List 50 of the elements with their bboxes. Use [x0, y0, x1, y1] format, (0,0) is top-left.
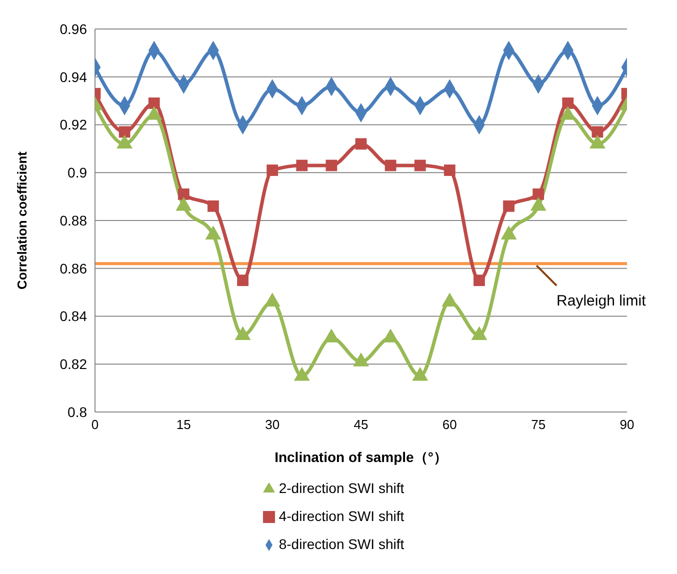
point: [148, 98, 160, 109]
point: [176, 196, 192, 211]
point: [562, 98, 574, 109]
point: [326, 160, 338, 172]
x-tick-label: 60: [442, 417, 457, 432]
x-tick-label: 75: [531, 417, 546, 432]
x-tick-label: 90: [620, 417, 634, 432]
point: [353, 352, 369, 366]
y-tick-label: 0.8: [68, 404, 88, 420]
y-tick-label: 0.84: [60, 308, 88, 324]
point: [118, 126, 130, 138]
point: [208, 200, 219, 212]
point: [382, 328, 399, 342]
x-axis-title: Inclination of sample（°）: [274, 449, 448, 465]
point: [500, 226, 517, 240]
point: [471, 326, 488, 340]
x-tick-label: 30: [265, 417, 280, 432]
x-tick-label: 45: [354, 417, 368, 432]
point: [234, 326, 251, 340]
y-tick-label: 0.92: [60, 116, 88, 133]
point: [412, 366, 428, 381]
legend-label: 4-direction SWI shift: [278, 508, 404, 524]
point: [294, 366, 310, 381]
y-tick-label: 0.9: [68, 164, 88, 181]
x-tick-label: 0: [91, 417, 99, 432]
point: [503, 200, 514, 212]
point: [384, 160, 396, 172]
point: [264, 292, 280, 306]
ref-line-label: Rayleigh limit: [556, 292, 647, 310]
point: [205, 226, 222, 240]
point: [266, 164, 278, 176]
point: [414, 160, 426, 172]
y-tick-label: 0.86: [60, 260, 88, 276]
point: [532, 188, 544, 200]
point: [296, 160, 308, 172]
point: [442, 292, 458, 306]
legend-label: 2-direction SWI shift: [278, 480, 404, 496]
point: [178, 188, 190, 200]
point: [355, 138, 367, 150]
point: [592, 126, 604, 138]
y-axis-title: Correlation coefficient: [14, 150, 30, 290]
point: [323, 328, 340, 342]
legend-label: 8-direction SWI shift: [278, 536, 404, 552]
point: [530, 196, 546, 211]
y-tick-label: 0.88: [60, 212, 88, 228]
y-tick-label: 0.94: [60, 68, 88, 85]
point: [444, 164, 456, 176]
x-tick-label: 15: [176, 417, 191, 432]
y-tick-label: 0.96: [60, 20, 88, 37]
y-tick-label: 0.82: [60, 356, 88, 372]
